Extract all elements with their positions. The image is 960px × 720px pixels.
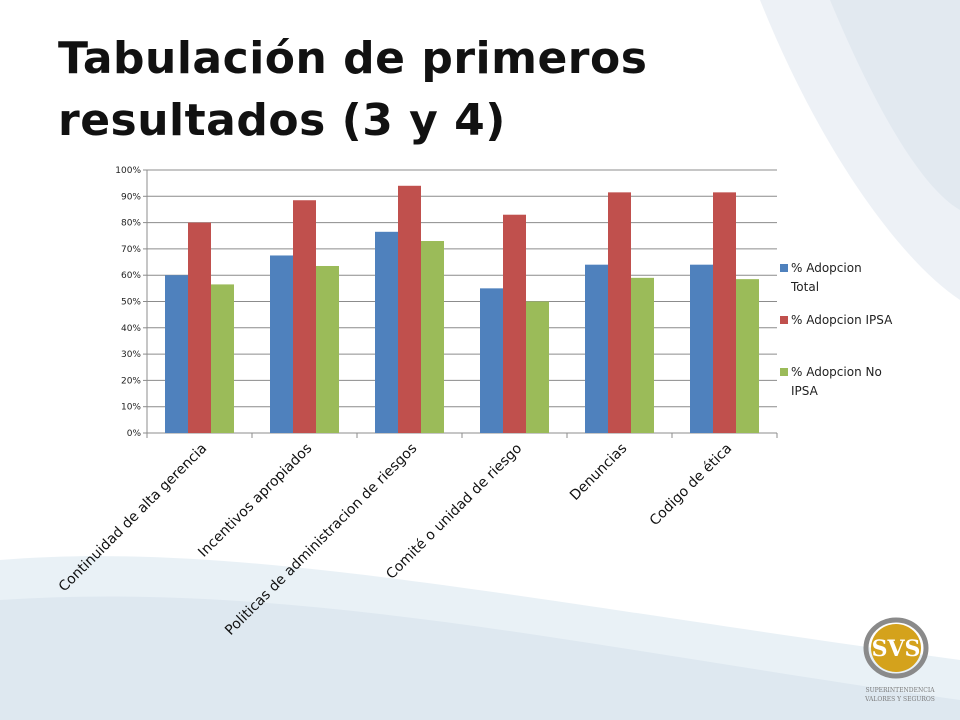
logo-mark: SVS bbox=[872, 636, 921, 662]
legend-label: Total bbox=[790, 280, 819, 294]
legend-swatch bbox=[780, 368, 788, 376]
bar bbox=[713, 192, 736, 433]
bar bbox=[316, 265, 339, 433]
bar bbox=[526, 301, 549, 433]
legend-swatch bbox=[780, 264, 788, 272]
bar bbox=[585, 264, 608, 433]
bar bbox=[293, 200, 316, 433]
bar bbox=[270, 255, 293, 433]
y-tick-label: 90% bbox=[121, 192, 141, 202]
y-axis-tick-labels: 0% 10% 20% 30% 40% 50% 60% 70% 80% 90% 100% bbox=[115, 166, 141, 439]
bar bbox=[608, 192, 631, 433]
bar bbox=[480, 288, 503, 433]
legend-label: % Adopcion No bbox=[791, 365, 882, 379]
x-category-label: Denuncias bbox=[567, 441, 630, 504]
bar bbox=[736, 279, 759, 433]
legend-label: IPSA bbox=[791, 384, 819, 398]
y-tick-label: 70% bbox=[121, 245, 141, 255]
legend-swatch bbox=[780, 316, 788, 324]
x-category-label: Politicas de administracion de riesgos bbox=[222, 441, 420, 639]
logo-caption-line2: VALORES Y SEGUROS bbox=[864, 696, 935, 703]
x-category-label: Incentivos apropiados bbox=[195, 441, 315, 561]
slide-title: Tabulación de primeros resultados (3 y 4… bbox=[58, 33, 648, 146]
bar bbox=[631, 277, 654, 433]
x-category-label: Codigo de ética bbox=[647, 441, 736, 530]
bar bbox=[165, 275, 188, 433]
legend-label: % Adopcion bbox=[791, 261, 862, 275]
y-tick-label: 10% bbox=[121, 403, 141, 413]
svs-logo: SVS SUPERINTENDENCIA VALORES Y SEGUROS bbox=[863, 617, 935, 703]
gridlines bbox=[143, 169, 777, 434]
y-tick-label: 30% bbox=[121, 350, 141, 360]
bar bbox=[690, 264, 713, 433]
legend-label: % Adopcion IPSA bbox=[791, 313, 893, 327]
legend: % Adopcion Total % Adopcion IPSA % Adopcion… bbox=[780, 261, 893, 398]
bar bbox=[188, 222, 211, 433]
bar bbox=[398, 185, 421, 433]
bar bbox=[421, 241, 444, 433]
axes bbox=[146, 170, 778, 438]
y-tick-label: 20% bbox=[121, 376, 141, 386]
y-tick-label: 0% bbox=[127, 429, 142, 439]
y-tick-label: 40% bbox=[121, 324, 141, 334]
x-category-label: Continuidad de alta gerencia bbox=[56, 441, 211, 596]
bar bbox=[503, 214, 526, 433]
bar bbox=[211, 284, 234, 433]
bar bbox=[375, 231, 398, 433]
y-tick-label: 60% bbox=[121, 271, 141, 281]
y-tick-label: 80% bbox=[121, 219, 141, 229]
y-tick-label: 100% bbox=[115, 166, 141, 176]
y-tick-label: 50% bbox=[121, 298, 141, 308]
logo-caption-line1: SUPERINTENDENCIA bbox=[865, 687, 935, 694]
bars bbox=[165, 185, 759, 433]
